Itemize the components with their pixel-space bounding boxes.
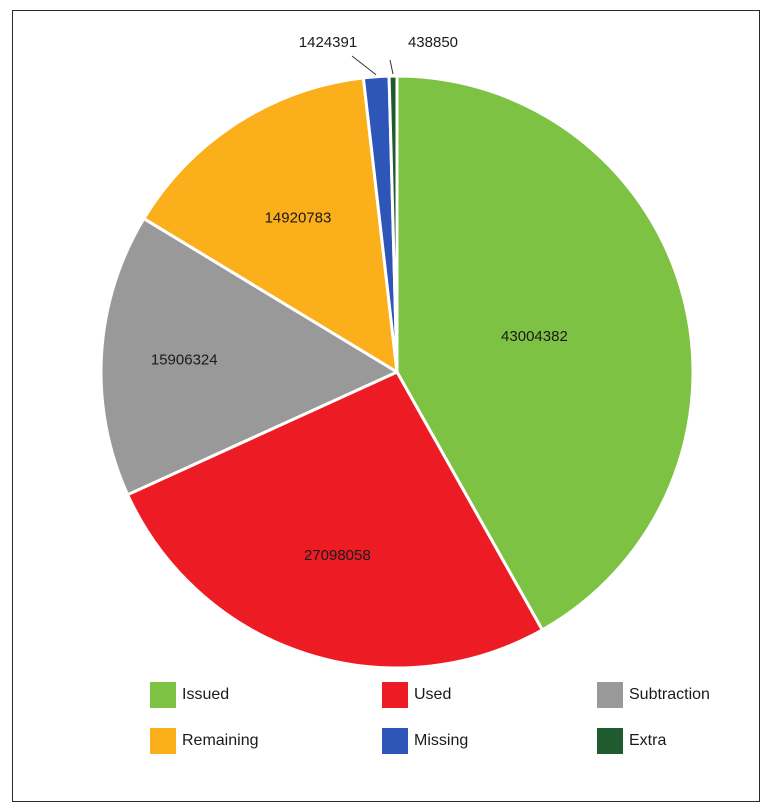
pie-slice-subtraction bbox=[99, 217, 399, 497]
pie-slice-used bbox=[126, 370, 544, 670]
legend-item-issued: Issued bbox=[150, 682, 229, 708]
legend-item-subtraction: Subtraction bbox=[597, 682, 710, 708]
legend-label-extra: Extra bbox=[629, 732, 667, 749]
slice-value-label-remaining: 14920783 bbox=[265, 209, 332, 226]
legend-swatch-missing bbox=[382, 728, 408, 754]
slice-value-label-missing: 1424391 bbox=[299, 34, 357, 51]
leader-line-missing bbox=[351, 55, 377, 76]
legend-label-used: Used bbox=[414, 686, 452, 703]
legend-swatch-used bbox=[382, 682, 408, 708]
legend-item-missing: Missing bbox=[382, 728, 468, 754]
legend-item-extra: Extra bbox=[597, 728, 666, 754]
slice-value-label-subtraction: 15906324 bbox=[151, 351, 218, 368]
legend-swatch-remaining bbox=[150, 728, 176, 754]
slice-value-label-used: 27098058 bbox=[304, 547, 371, 564]
slice-value-label-issued: 43004382 bbox=[501, 328, 568, 345]
slice-value-label-extra: 438850 bbox=[408, 34, 458, 51]
slice-labels: 43004382 27098058 15906324 14920783 1424391 4… bbox=[151, 34, 568, 564]
legend-item-used: Used bbox=[382, 682, 451, 708]
legend-swatch-extra bbox=[597, 728, 623, 754]
pie-slices bbox=[99, 74, 695, 670]
legend-swatch-issued bbox=[150, 682, 176, 708]
pie-slice-extra bbox=[387, 74, 399, 374]
legend-swatch-subtraction bbox=[597, 682, 623, 708]
legend-item-remaining: Remaining bbox=[150, 728, 258, 754]
legend-label-remaining: Remaining bbox=[182, 732, 259, 749]
pie-slice-remaining bbox=[142, 76, 399, 374]
legend-label-missing: Missing bbox=[414, 732, 469, 749]
pie-slice-issued bbox=[395, 74, 695, 632]
leader-line-extra bbox=[389, 59, 394, 75]
legend-label-issued: Issued bbox=[182, 686, 230, 703]
legend-label-subtraction: Subtraction bbox=[629, 686, 710, 703]
